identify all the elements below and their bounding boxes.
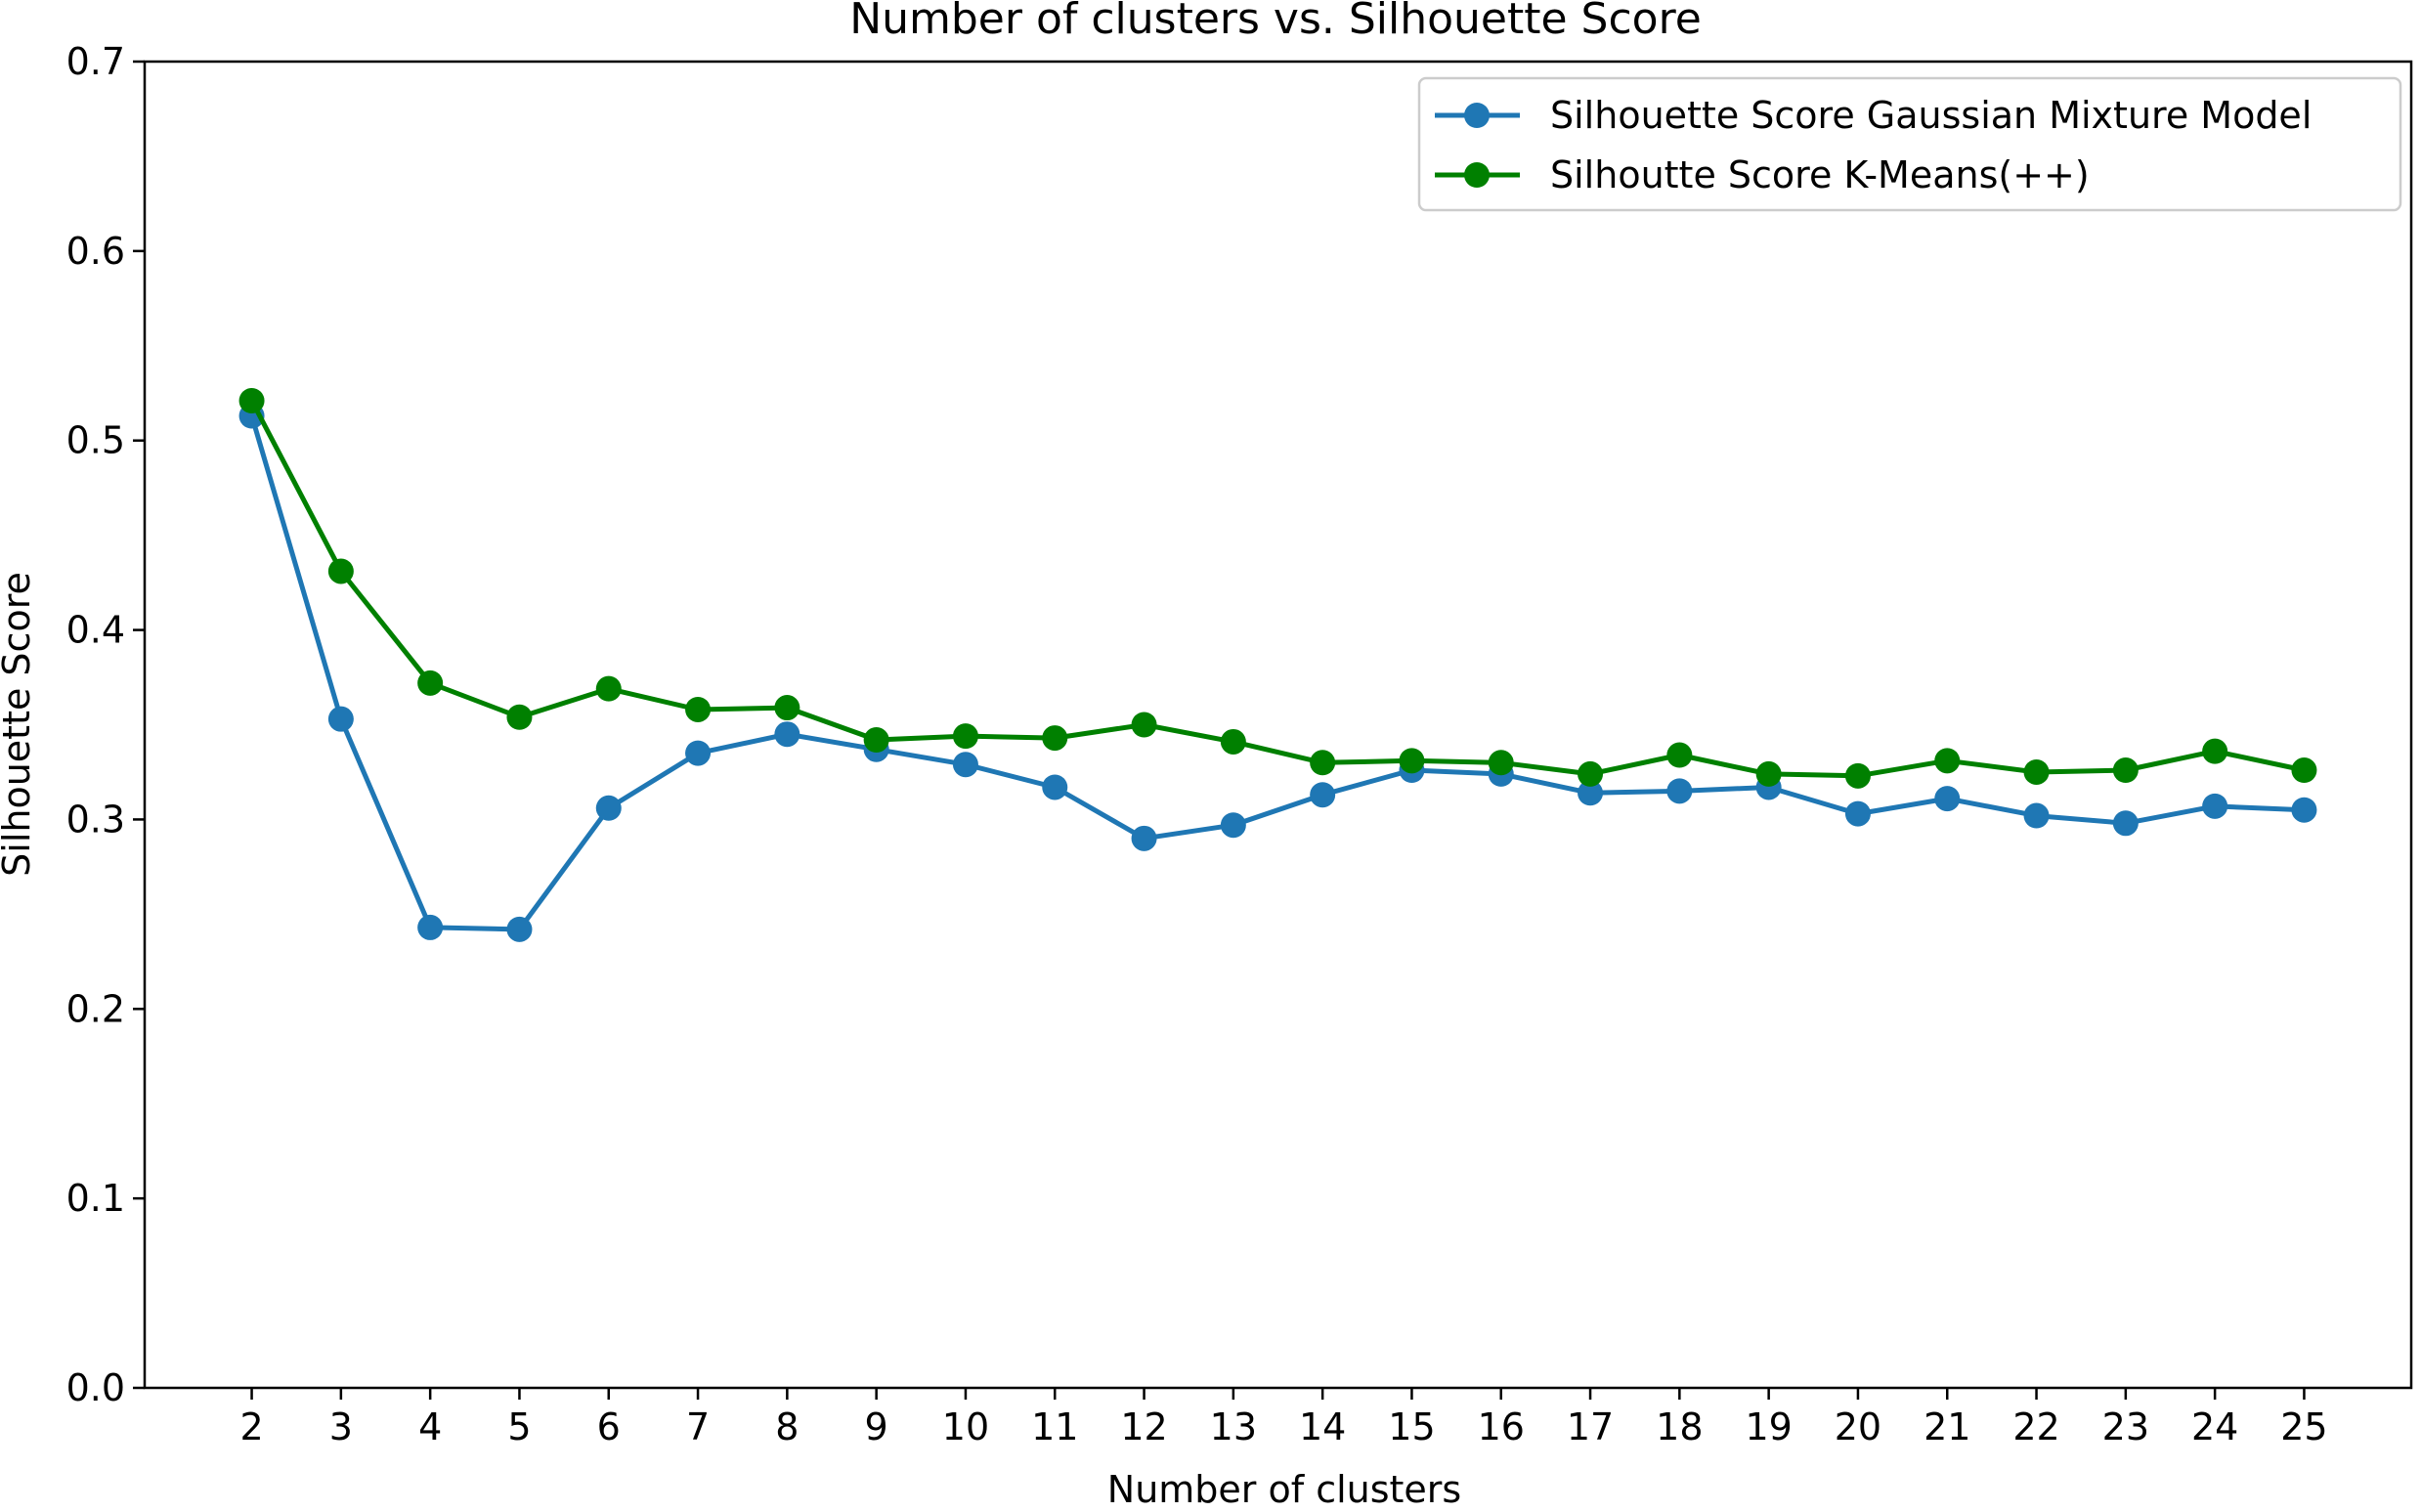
- series-1-point: [1310, 782, 1336, 808]
- x-tick-label: 21: [1924, 1405, 1970, 1448]
- y-tick-label: 0.1: [66, 1177, 125, 1220]
- legend: Silhouette Score Gaussian Mixture Model S…: [1417, 76, 2402, 212]
- x-tick-label: 11: [1031, 1405, 1078, 1448]
- series-2-point: [506, 704, 533, 730]
- x-tick-label: 17: [1567, 1405, 1614, 1448]
- x-tick-label: 25: [2280, 1405, 2327, 1448]
- legend-label-1: Silhouette Score Gaussian Mixture Model: [1550, 94, 2312, 137]
- x-tick-label: 23: [2102, 1405, 2149, 1448]
- series-1-point: [1666, 778, 1693, 804]
- series-2-point: [1042, 725, 1068, 752]
- series-1-point: [952, 752, 978, 778]
- x-tick-label: 12: [1120, 1405, 1167, 1448]
- series-1-point: [2112, 810, 2139, 837]
- x-axis: 2 3 4 5 6 7 8 9 10 11 12 13 14 15 16 17 18 19 20 21 22 23 24 25: [239, 1388, 2328, 1448]
- x-tick-label: 7: [686, 1405, 710, 1448]
- x-tick-label: 14: [1299, 1405, 1346, 1448]
- x-tick-label: 16: [1478, 1405, 1525, 1448]
- x-tick-label: 3: [329, 1405, 353, 1448]
- series-1-point: [1220, 812, 1246, 839]
- series-1-point: [2291, 797, 2317, 823]
- series-2-point: [1934, 748, 1961, 774]
- x-tick-label: 8: [775, 1405, 799, 1448]
- x-tick-label: 15: [1388, 1405, 1435, 1448]
- y-tick-label: 0.5: [66, 419, 125, 462]
- series-1-point: [417, 914, 444, 940]
- x-tick-label: 13: [1210, 1405, 1257, 1448]
- series-2-point: [1488, 750, 1514, 776]
- series-1-point: [327, 706, 354, 732]
- series-2-point: [1755, 760, 1782, 787]
- series-1-point: [595, 795, 622, 821]
- series-2-point: [238, 388, 265, 414]
- series-2-point: [863, 727, 889, 754]
- y-tick-label: 0.3: [66, 798, 125, 841]
- series-2-point: [1310, 750, 1336, 776]
- series-2-point: [327, 558, 354, 584]
- series-1-point: [1934, 786, 1961, 812]
- legend-frame: [1417, 76, 2402, 212]
- x-tick-label: 4: [418, 1405, 442, 1448]
- y-tick-label: 0.4: [66, 609, 125, 652]
- y-axis: 0.0 0.1 0.2 0.3 0.4 0.5 0.6 0.7: [66, 40, 145, 1409]
- series-2-point: [1220, 728, 1246, 755]
- x-axis-label: Number of clusters: [1107, 1468, 1461, 1511]
- series-1-point: [2202, 793, 2228, 819]
- x-tick-label: 6: [597, 1405, 621, 1448]
- x-tick-label: 22: [2012, 1405, 2059, 1448]
- y-tick-label: 0.0: [66, 1366, 125, 1409]
- series-2-point: [774, 695, 800, 721]
- legend-marker-1: [1464, 103, 1490, 128]
- series-1-point: [774, 721, 800, 748]
- legend-label-2: Silhoutte Score K-Means(++): [1550, 153, 2090, 196]
- series-1-point: [1131, 825, 1157, 851]
- chart-title: Number of clusters vs. Silhouette Score: [849, 0, 1702, 44]
- x-tick-label: 5: [507, 1405, 531, 1448]
- series-line-1: [249, 414, 2305, 932]
- series-1-point: [506, 916, 533, 942]
- series-line-2: [249, 399, 2305, 779]
- x-tick-label: 20: [1835, 1405, 1881, 1448]
- series-2-point: [595, 675, 622, 702]
- x-tick-label: 2: [239, 1405, 263, 1448]
- series-2-point: [2112, 757, 2139, 784]
- x-tick-label: 24: [2191, 1405, 2238, 1448]
- series-2-point: [1844, 762, 1871, 789]
- series-2-point: [1666, 742, 1693, 768]
- series-2-point: [685, 696, 712, 722]
- y-axis-label: Silhouette Score: [0, 572, 38, 877]
- series-1-point: [685, 740, 712, 766]
- series-1-point: [2023, 802, 2050, 829]
- y-tick-label: 0.2: [66, 987, 125, 1030]
- series-2-point: [2202, 738, 2228, 764]
- x-tick-label: 19: [1745, 1405, 1792, 1448]
- plot-area: [143, 60, 2413, 1390]
- y-tick-label: 0.6: [66, 230, 125, 273]
- x-tick-label: 9: [865, 1405, 888, 1448]
- legend-marker-2: [1464, 162, 1490, 188]
- series-2-point: [1131, 712, 1157, 738]
- series-2-point: [417, 670, 444, 696]
- series-2-point: [2291, 757, 2317, 784]
- x-tick-label: 18: [1656, 1405, 1703, 1448]
- series-2-point: [1578, 760, 1604, 787]
- y-tick-label: 0.7: [66, 40, 125, 83]
- series-2-point: [2023, 758, 2050, 785]
- series-layer: [238, 388, 2317, 942]
- series-2-point: [952, 723, 978, 750]
- series-1-point: [1844, 800, 1871, 827]
- series-1-point: [1042, 774, 1068, 800]
- series-1-point: [1578, 780, 1604, 806]
- series-2-point: [1399, 748, 1425, 774]
- x-tick-label: 10: [942, 1405, 989, 1448]
